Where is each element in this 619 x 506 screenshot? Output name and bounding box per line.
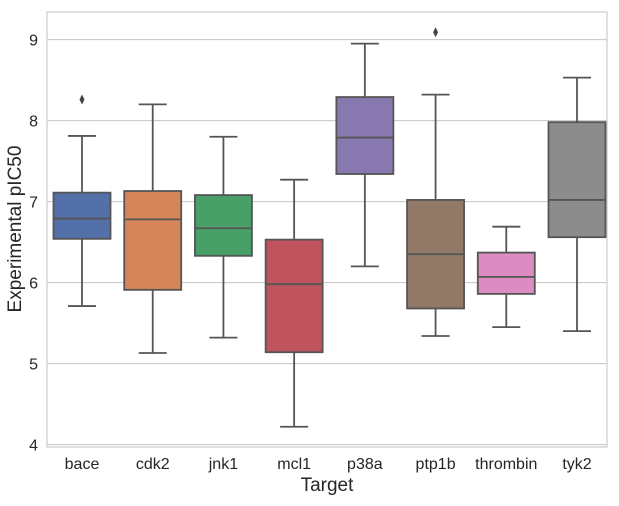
x-tick-label: p38a xyxy=(347,456,383,473)
box-jnk1 xyxy=(194,135,253,339)
iqr-box xyxy=(547,121,607,239)
boxes xyxy=(52,27,607,428)
box-mcl1 xyxy=(264,178,324,428)
outlier-point xyxy=(79,94,85,105)
x-tick-label: ptp1b xyxy=(416,456,456,473)
box-thrombin xyxy=(476,225,536,329)
x-tick-label: cdk2 xyxy=(136,456,170,473)
y-tick-label: 5 xyxy=(29,357,38,374)
y-tick-label: 4 xyxy=(29,438,38,455)
iqr-box xyxy=(123,190,183,291)
x-tick-label: mcl1 xyxy=(277,456,311,473)
iqr-box xyxy=(335,96,395,175)
y-axis-label: Experimental pIC50 xyxy=(5,146,26,313)
x-tick-labels: bace cdk2 jnk1 mcl1 p38a ptp1b thrombin tyk2 xyxy=(65,456,592,473)
y-tick-label: 8 xyxy=(29,114,38,131)
box-bace xyxy=(52,94,112,307)
plot-frame xyxy=(46,11,608,448)
box-ptp1b xyxy=(406,27,465,337)
y-tick-labels: 4 5 6 7 8 9 xyxy=(29,33,38,455)
x-tick-label: bace xyxy=(65,456,100,473)
box-p38a xyxy=(335,42,395,268)
x-axis-label: Target xyxy=(301,475,355,496)
outlier-point xyxy=(433,27,439,38)
box-tyk2 xyxy=(547,76,607,333)
iqr-box xyxy=(194,194,253,257)
x-tick-label: tyk2 xyxy=(562,456,591,473)
y-tick-label: 6 xyxy=(29,276,38,293)
iqr-box xyxy=(476,251,536,295)
x-tick-label: jnk1 xyxy=(208,456,238,473)
box-cdk2 xyxy=(123,103,183,354)
iqr-box xyxy=(264,238,324,354)
iqr-box xyxy=(52,191,112,240)
x-tick-label: thrombin xyxy=(475,456,537,473)
y-tick-label: 9 xyxy=(29,33,38,50)
y-tick-label: 7 xyxy=(29,195,38,212)
